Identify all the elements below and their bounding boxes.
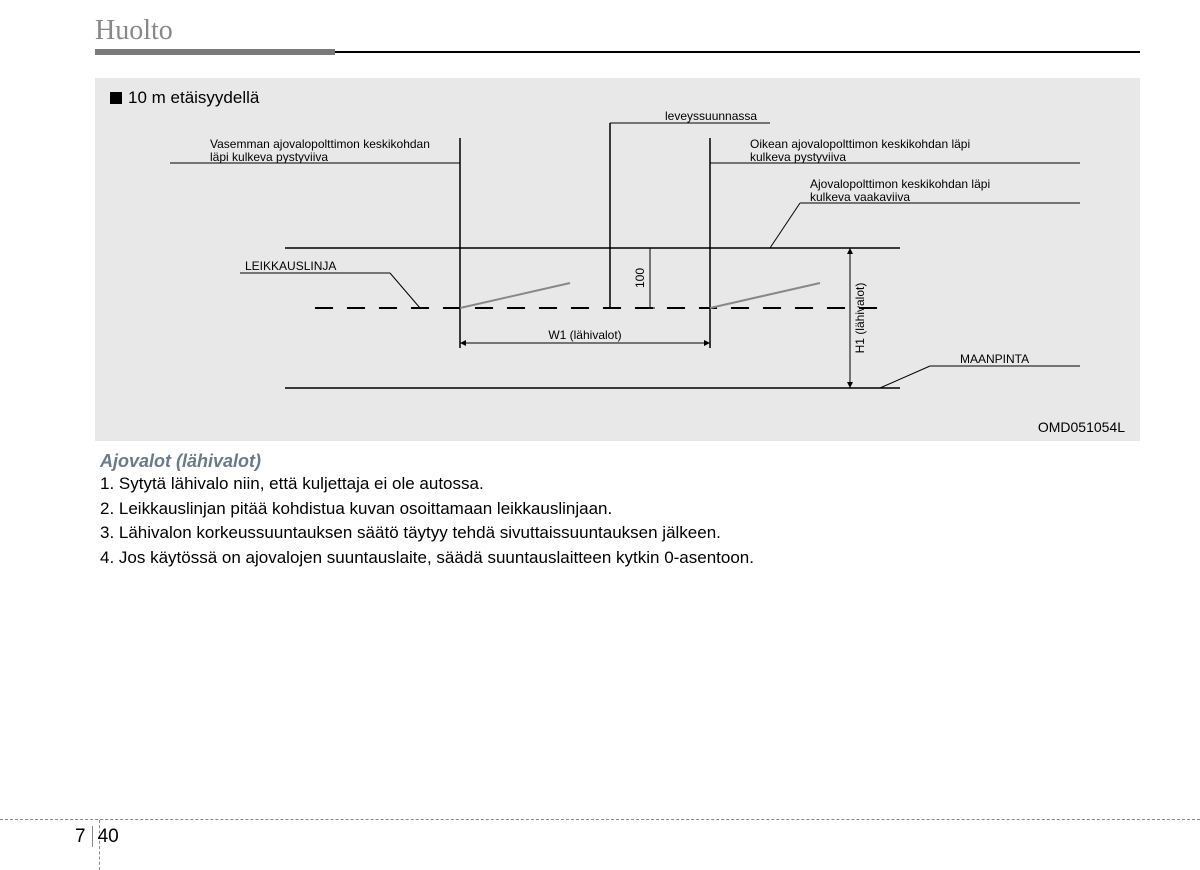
instruction-step: 3. Lähivalon korkeussuuntauksen säätö tä… <box>100 521 1140 546</box>
page-number-value: 40 <box>98 826 119 847</box>
instruction-step: 4. Jos käytössä on ajovalojen suuntausla… <box>100 546 1140 571</box>
diagram-container: 10 m etäisyydellä Vasemman ajovalopoltti… <box>95 78 1140 441</box>
page-footer: 740 <box>0 819 1200 820</box>
headlamp-diagram: Vasemman ajovalopolttimon keskikohdanläp… <box>110 108 1125 408</box>
header-rule <box>95 51 1140 53</box>
svg-text:leveyssuunnassa: leveyssuunnassa <box>665 109 757 123</box>
chapter-number: 7 <box>75 826 93 847</box>
instruction-list: 1. Sytytä lähivalo niin, että kuljettaja… <box>100 472 1140 571</box>
page-header: Huolto <box>95 15 1140 53</box>
svg-text:LEIKKAUSLINJA: LEIKKAUSLINJA <box>245 259 336 273</box>
diagram-code: OMD051054L <box>1038 419 1125 435</box>
svg-text:kulkeva vaakaviiva: kulkeva vaakaviiva <box>810 190 910 204</box>
svg-text:100: 100 <box>633 268 647 288</box>
section-title: Ajovalot (lähivalot) <box>100 451 1140 472</box>
svg-text:kulkeva pystyviiva: kulkeva pystyviiva <box>750 150 846 164</box>
svg-text:Vasemman ajovalopolttimon kesk: Vasemman ajovalopolttimon keskikohdan <box>210 137 430 151</box>
instruction-step: 2. Leikkauslinjan pitää kohdistua kuvan … <box>100 497 1140 522</box>
diagram-svg-wrap: Vasemman ajovalopolttimon keskikohdanläp… <box>110 108 1125 416</box>
page-title: Huolto <box>95 15 1140 51</box>
instruction-step: 1. Sytytä lähivalo niin, että kuljettaja… <box>100 472 1140 497</box>
square-marker-icon <box>110 92 122 104</box>
svg-text:läpi kulkeva pystyviiva: läpi kulkeva pystyviiva <box>210 150 328 164</box>
svg-text:H1 (lähivalot): H1 (lähivalot) <box>853 283 867 354</box>
svg-text:Oikean ajovalopolttimon keskik: Oikean ajovalopolttimon keskikohdan läpi <box>750 137 970 151</box>
svg-text:W1 (lähivalot): W1 (lähivalot) <box>548 328 621 342</box>
svg-text:MAANPINTA: MAANPINTA <box>960 352 1029 366</box>
diagram-title-text: 10 m etäisyydellä <box>128 88 259 107</box>
svg-text:Ajovalopolttimon keskikohdan l: Ajovalopolttimon keskikohdan läpi <box>810 177 990 191</box>
header-rule-thick <box>95 49 335 55</box>
diagram-title: 10 m etäisyydellä <box>110 88 1125 108</box>
